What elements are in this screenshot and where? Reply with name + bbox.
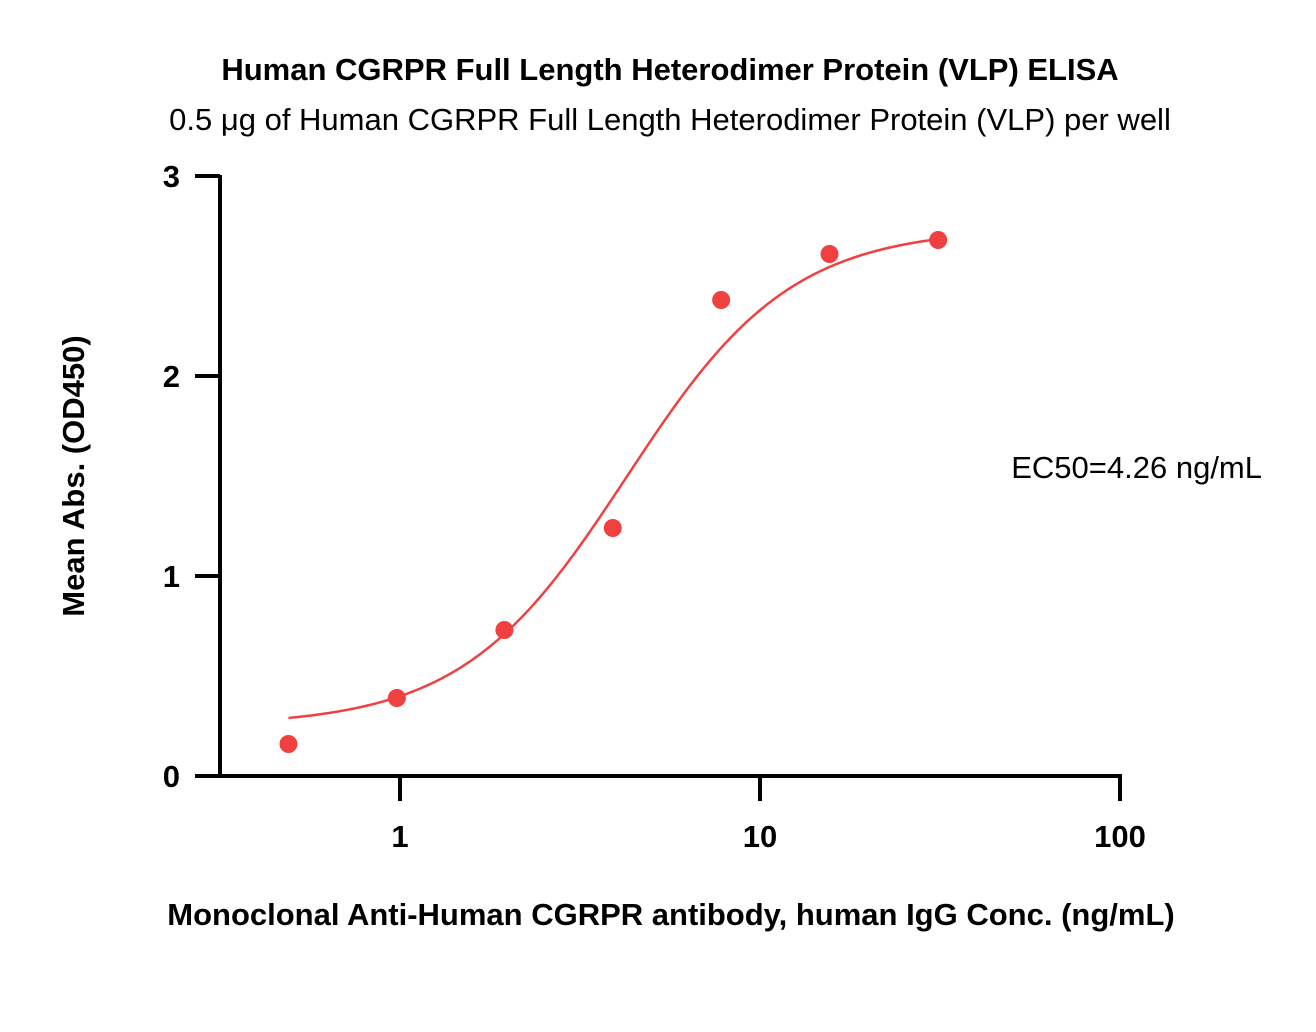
- y-tick-label: 2: [163, 359, 180, 394]
- data-point: [929, 231, 948, 249]
- data-point: [820, 245, 839, 263]
- x-axis-label: Monoclonal Anti-Human CGRPR antibody, hu…: [167, 897, 1174, 932]
- y-tick-label: 1: [163, 559, 180, 594]
- data-point: [387, 689, 406, 707]
- data-point: [279, 735, 298, 753]
- y-tick-label: 3: [163, 159, 180, 194]
- x-tick-label: 1: [391, 819, 408, 854]
- ec50-annotation: EC50=4.26 ng/mL: [1011, 450, 1262, 485]
- y-axis-label: Mean Abs. (OD450): [56, 335, 91, 616]
- data-point: [712, 291, 731, 309]
- data-points: [279, 231, 948, 753]
- data-point: [603, 519, 622, 537]
- chart-title: Human CGRPR Full Length Heterodimer Prot…: [221, 52, 1118, 87]
- chart-subtitle: 0.5 μg of Human CGRPR Full Length Hetero…: [169, 102, 1171, 137]
- fit-curve: [288, 237, 939, 720]
- y-tick-label: 0: [163, 759, 180, 794]
- x-tick-label: 10: [743, 819, 777, 854]
- x-ticks: 1 10 100: [391, 776, 1146, 854]
- data-point: [495, 621, 514, 639]
- y-ticks: 0 1 2 3: [163, 159, 220, 794]
- x-tick-label: 100: [1094, 819, 1146, 854]
